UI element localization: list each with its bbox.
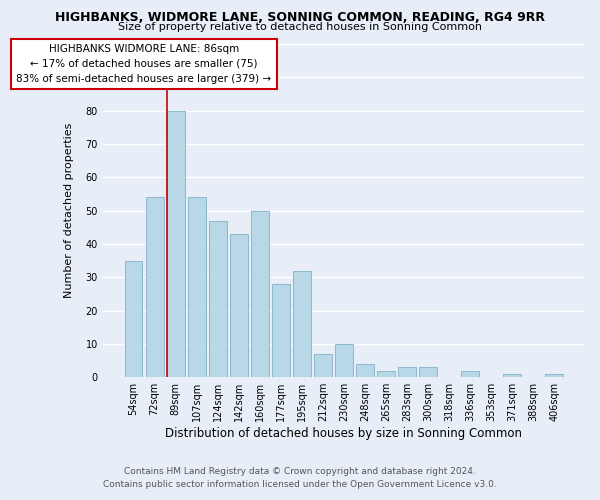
Bar [209,220,227,377]
Bar [230,234,248,377]
Bar [461,370,479,377]
Bar [272,284,290,377]
Bar [356,364,374,377]
Bar [335,344,353,377]
Text: Contains HM Land Registry data © Crown copyright and database right 2024.
Contai: Contains HM Land Registry data © Crown c… [103,468,497,489]
Bar [419,367,437,377]
Bar [398,367,416,377]
Bar [251,210,269,377]
Bar [377,370,395,377]
Bar [146,198,164,377]
Bar [188,198,206,377]
Bar [167,110,185,377]
Bar [293,270,311,377]
Text: Size of property relative to detached houses in Sonning Common: Size of property relative to detached ho… [118,22,482,32]
Bar [314,354,332,377]
Bar [125,260,142,377]
Bar [545,374,563,377]
X-axis label: Distribution of detached houses by size in Sonning Common: Distribution of detached houses by size … [166,427,523,440]
Text: HIGHBANKS WIDMORE LANE: 86sqm
← 17% of detached houses are smaller (75)
83% of s: HIGHBANKS WIDMORE LANE: 86sqm ← 17% of d… [16,44,272,84]
Text: HIGHBANKS, WIDMORE LANE, SONNING COMMON, READING, RG4 9RR: HIGHBANKS, WIDMORE LANE, SONNING COMMON,… [55,11,545,24]
Y-axis label: Number of detached properties: Number of detached properties [64,123,74,298]
Bar [503,374,521,377]
